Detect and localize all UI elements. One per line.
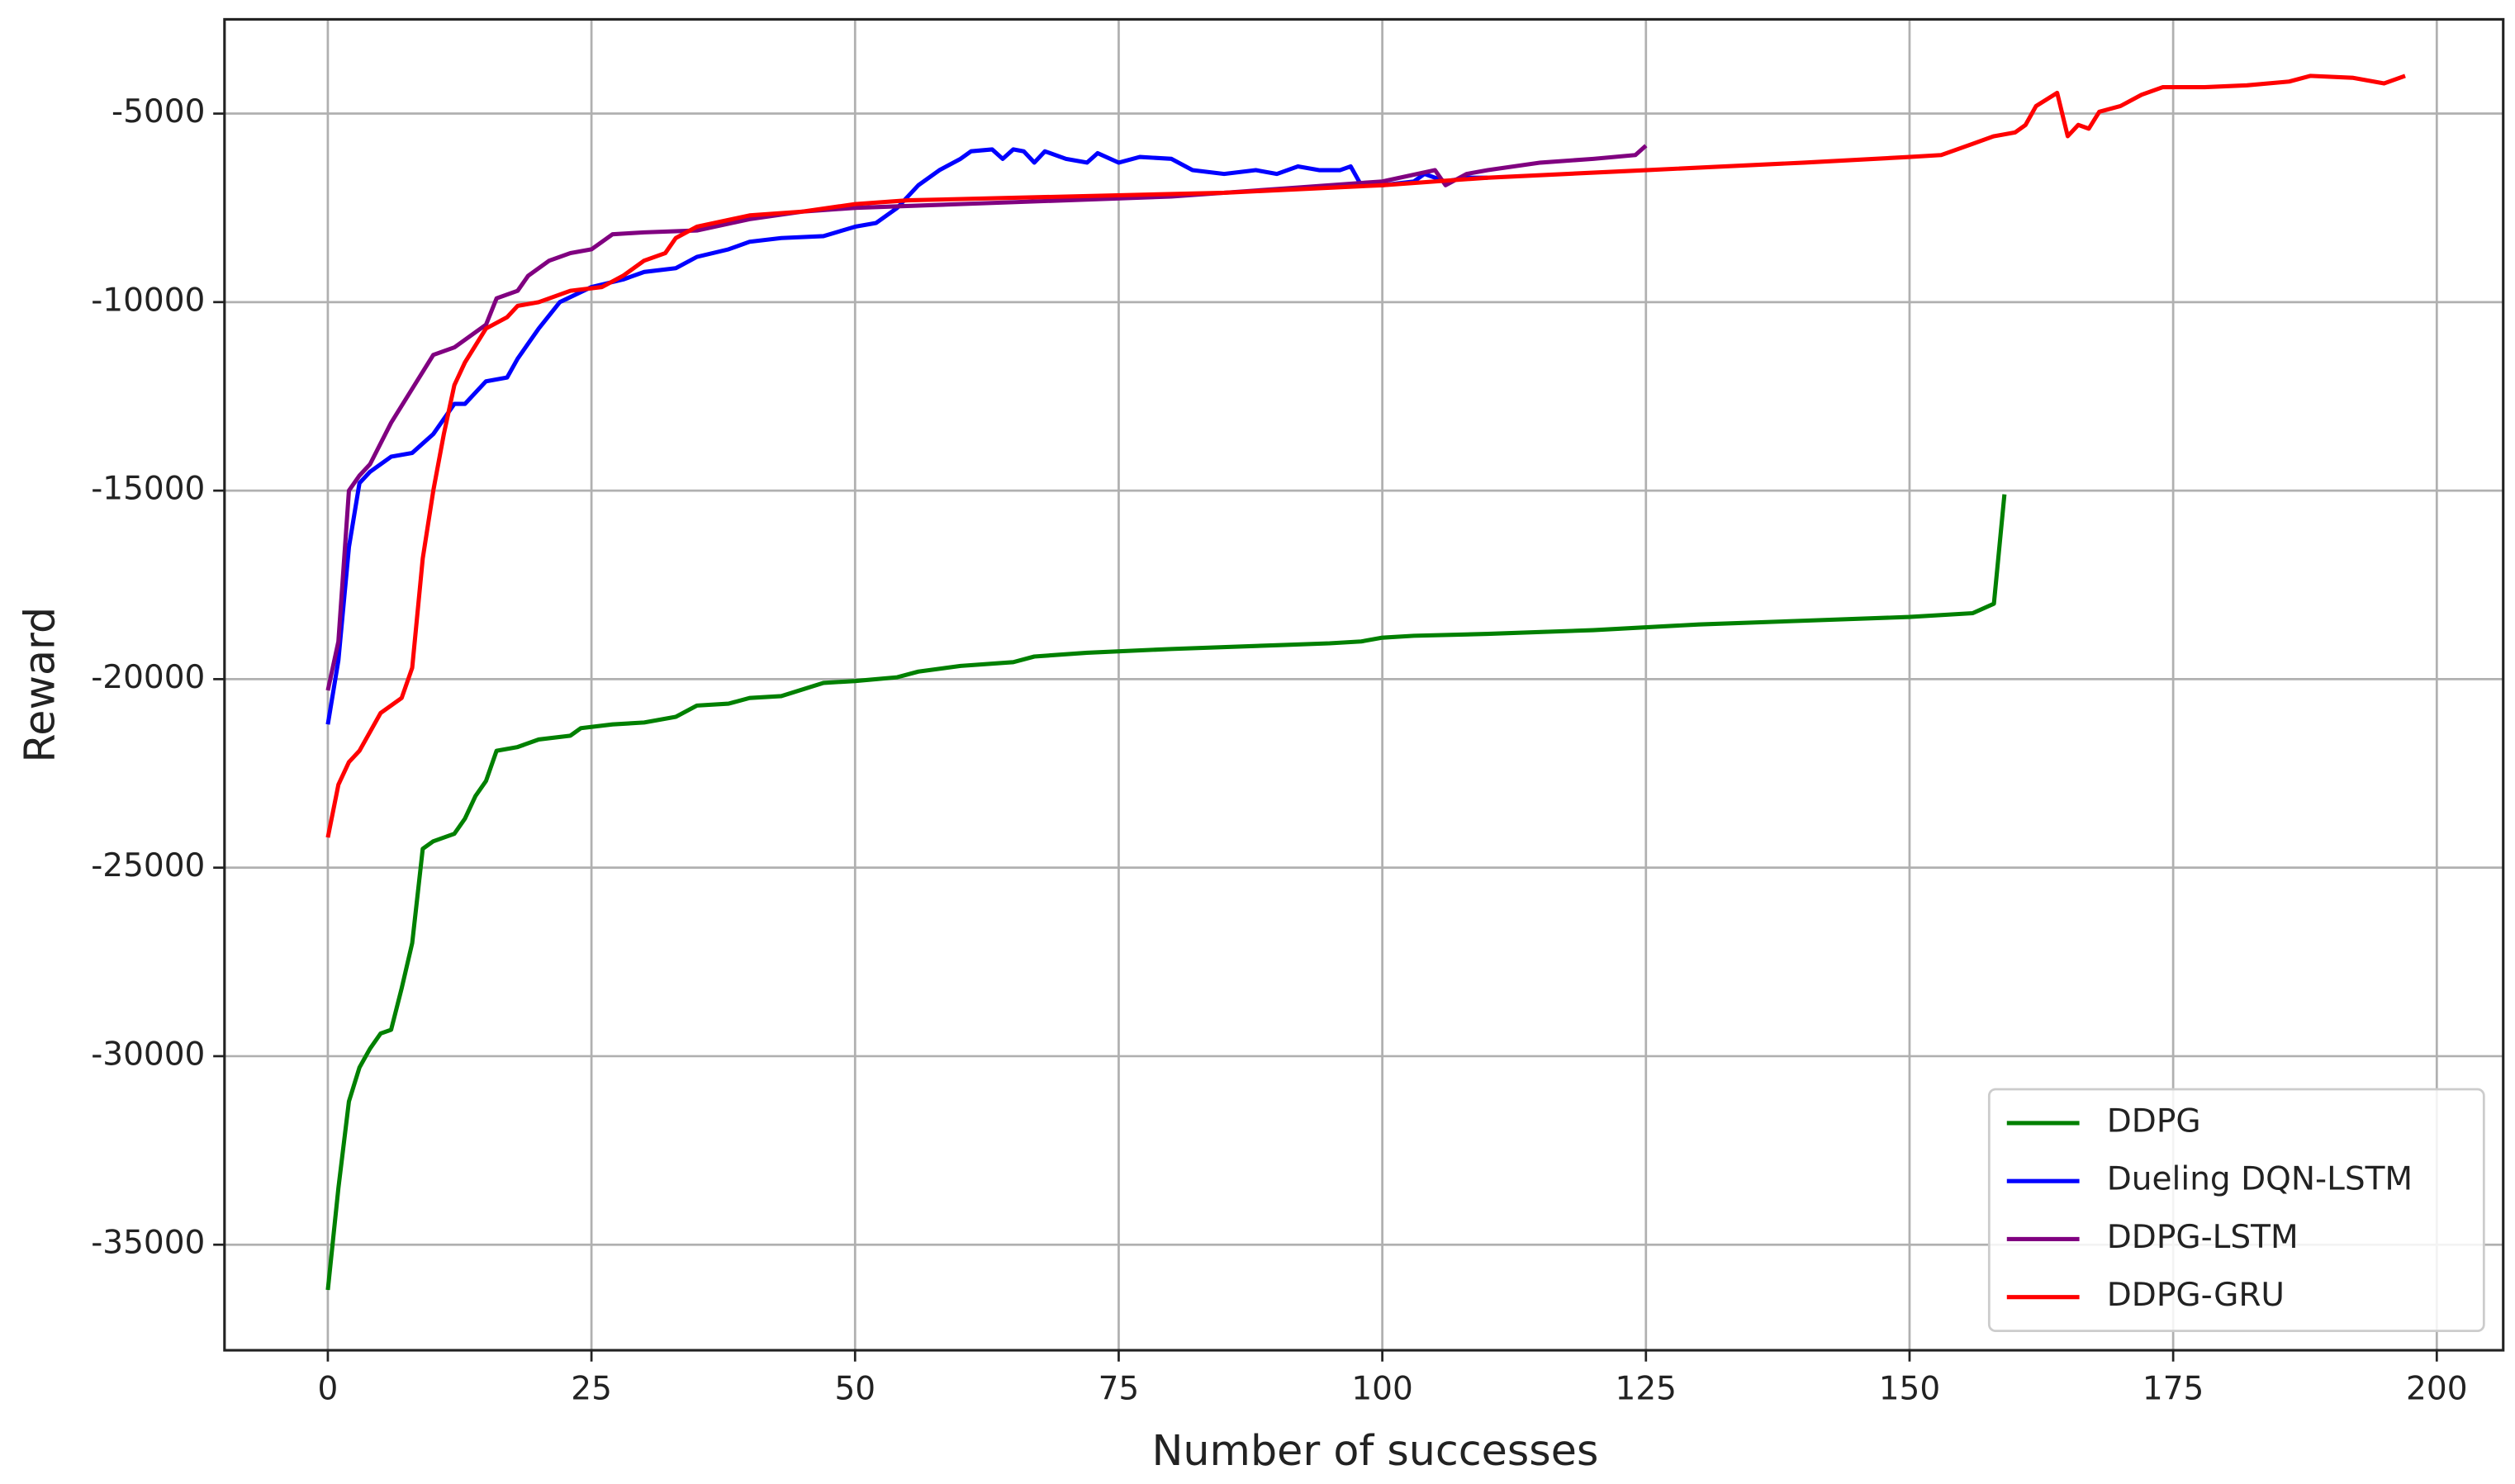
lines [325, 73, 2406, 1291]
y-tick-label: -30000 [91, 1036, 205, 1073]
y-tick-label: -10000 [91, 282, 205, 319]
series-line [325, 73, 2406, 838]
series-line [325, 494, 2007, 1291]
legend-label: DDPG-GRU [2107, 1277, 2285, 1314]
legend: DDPG Dueling DQN-LSTM DDPG-LSTM DDPG-GRU [1987, 1088, 2485, 1333]
plot-frame [223, 17, 2505, 1352]
series-line [325, 147, 1488, 725]
x-tick-label: 200 [2406, 1370, 2467, 1407]
x-tick-label: 150 [1879, 1370, 1940, 1407]
y-tick-label: -5000 [112, 93, 205, 130]
y-tick-label: -35000 [91, 1225, 205, 1262]
series-line [325, 144, 1648, 691]
ticks: 0 25 50 75 100 125 150 175 200 -35000 -30000 -25000… [91, 93, 2467, 1407]
x-axis-label: Number of successes [1151, 1426, 1598, 1475]
x-tick-label: 50 [834, 1370, 876, 1407]
legend-label: Dueling DQN-LSTM [2107, 1161, 2413, 1198]
x-tick-label: 25 [571, 1370, 612, 1407]
x-tick-label: 100 [1351, 1370, 1412, 1407]
x-tick-label: 125 [1616, 1370, 1677, 1407]
legend-label: DDPG [2107, 1102, 2201, 1140]
y-axis-label: Reward [15, 607, 64, 763]
x-tick-label: 75 [1099, 1370, 1140, 1407]
legend-box [1987, 1088, 2485, 1333]
y-tick-label: -20000 [91, 659, 205, 696]
x-tick-label: 175 [2142, 1370, 2204, 1407]
x-tick-label: 0 [318, 1370, 339, 1407]
legend-label: DDPG-LSTM [2107, 1219, 2299, 1256]
y-tick-label: -15000 [91, 471, 205, 508]
y-tick-label: -25000 [91, 847, 205, 884]
